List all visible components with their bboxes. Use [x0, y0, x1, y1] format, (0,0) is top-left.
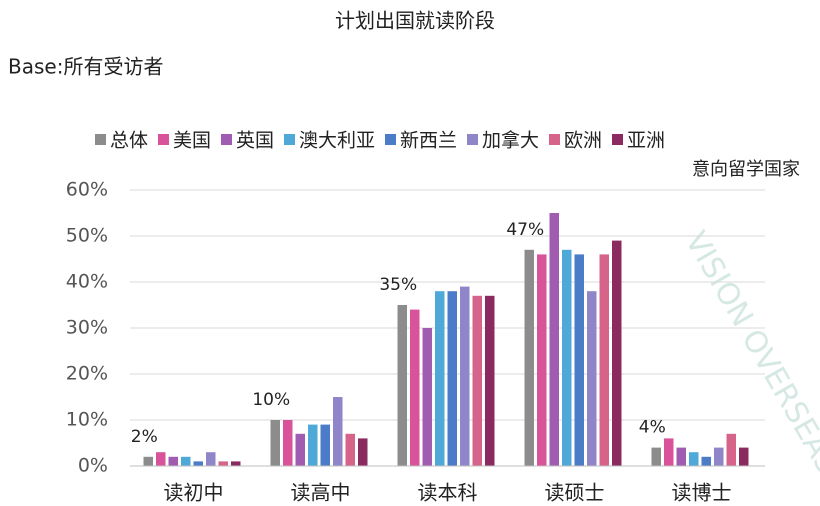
bar: [308, 424, 318, 466]
bar: [193, 461, 203, 466]
y-tick-label: 20%: [66, 363, 108, 385]
legend-swatch: [284, 134, 295, 145]
legend-swatch: [549, 134, 560, 145]
legend-swatch: [612, 134, 623, 145]
bar: [587, 291, 597, 466]
bar: [206, 452, 216, 466]
bar: [422, 328, 432, 466]
legend-label: 加拿大: [482, 129, 539, 152]
data-label: 10%: [252, 390, 290, 410]
bar: [168, 456, 178, 466]
legend-label: 澳大利亚: [299, 130, 375, 152]
bar: [345, 433, 355, 466]
bar: [664, 438, 674, 466]
bar: [270, 420, 280, 466]
legend-swatch: [221, 134, 232, 145]
bar: [447, 291, 457, 466]
watermark: VISION OVERSEAS: [678, 226, 820, 481]
bar: [562, 249, 572, 466]
legend-swatch: [385, 134, 396, 145]
y-tick-label: 50%: [66, 225, 108, 247]
bar: [549, 213, 559, 466]
bar: [485, 295, 495, 466]
x-tick-label: 读高中: [291, 481, 351, 505]
x-tick-label: 读硕士: [545, 481, 605, 505]
legend-label: 美国: [173, 130, 211, 152]
data-label: 47%: [506, 220, 544, 240]
chart-subtitle: Base:所有受访者: [8, 55, 163, 79]
data-label: 4%: [639, 418, 666, 438]
legend-swatch: [467, 134, 478, 145]
bar: [701, 456, 711, 466]
x-tick-label: 读博士: [672, 481, 732, 505]
bar: [333, 397, 343, 466]
bar: [143, 456, 153, 466]
bar: [295, 433, 305, 466]
bar: [410, 309, 420, 466]
legend-label: 英国: [236, 130, 274, 152]
legend-label: 总体: [110, 130, 148, 152]
x-tick-label: 读初中: [164, 481, 224, 505]
bar: [320, 424, 330, 466]
bar: [181, 456, 191, 466]
bar: [689, 452, 699, 466]
data-label: 2%: [131, 427, 158, 447]
bar: [472, 295, 482, 466]
y-tick-label: 30%: [66, 317, 108, 339]
bar: [524, 249, 534, 466]
bar: [231, 461, 241, 466]
bar: [435, 291, 445, 466]
bar: [714, 447, 724, 466]
data-label: 35%: [379, 275, 417, 295]
y-tick-label: 60%: [66, 179, 108, 201]
bar: [460, 286, 470, 466]
bar: [537, 254, 547, 466]
bar: [726, 433, 736, 466]
legend-label: 欧洲: [564, 130, 602, 152]
bar: [612, 240, 622, 466]
legend-title: 意向留学国家: [692, 159, 800, 180]
bar: [574, 254, 584, 466]
bar: [397, 305, 407, 466]
legend-swatch: [158, 134, 169, 145]
bar: [283, 420, 293, 466]
y-tick-label: 0%: [78, 455, 108, 477]
bar: [156, 452, 166, 466]
legend-label: 亚洲: [627, 130, 665, 152]
bar: [218, 461, 228, 466]
chart-title: 计划出国就读阶段: [335, 9, 495, 33]
legend-swatch: [95, 134, 106, 145]
legend-label: 新西兰: [400, 130, 457, 152]
bar: [651, 447, 661, 466]
y-tick-label: 40%: [66, 271, 108, 293]
bar: [739, 447, 749, 466]
x-tick-label: 读本科: [418, 481, 478, 505]
bar: [358, 438, 368, 466]
bar: [676, 447, 686, 466]
y-tick-label: 10%: [66, 409, 108, 431]
bar: [599, 254, 609, 466]
